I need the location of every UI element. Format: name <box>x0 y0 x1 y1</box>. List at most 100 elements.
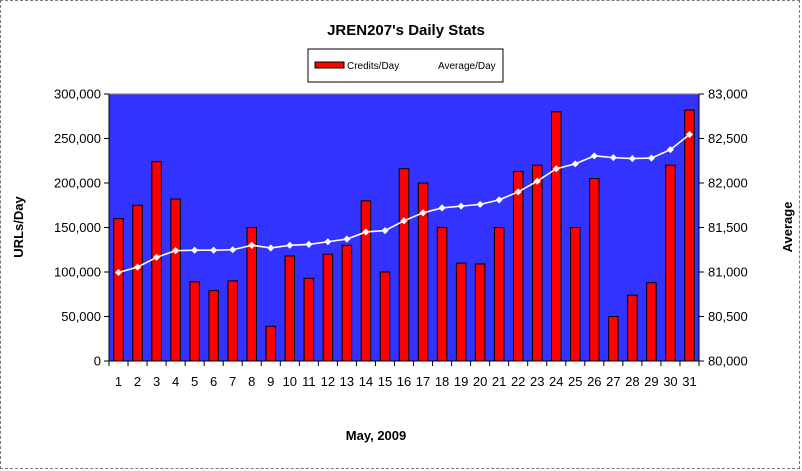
x-tick-label: 8 <box>248 374 255 389</box>
right-tick-label: 83,000 <box>708 87 748 102</box>
average-point-8 <box>248 241 256 249</box>
left-tick-label: 50,000 <box>61 309 101 324</box>
bar-credits-day-19 <box>455 262 467 362</box>
x-tick-label: 4 <box>172 374 179 389</box>
x-tick-label: 11 <box>302 374 316 389</box>
bar-credits-day-16 <box>398 168 410 362</box>
x-tick-label: 22 <box>511 374 525 389</box>
x-tick-label: 9 <box>267 374 274 389</box>
average-point-19 <box>457 202 465 210</box>
average-point-24 <box>552 165 560 173</box>
bar-credits-day-28 <box>627 294 638 362</box>
x-tick-label: 29 <box>644 374 658 389</box>
average-point-20 <box>476 200 484 208</box>
x-tick-label: 10 <box>283 374 297 389</box>
average-point-30 <box>666 146 674 154</box>
y2-axis-title: Average <box>780 202 795 253</box>
right-tick-label: 81,000 <box>708 265 748 280</box>
x-axis: 1 2 3 4 5 6 7 8 9 10 11 12 13 14 15 16 17 18 19 20 21 22 23 24 2… <box>108 360 700 389</box>
average-point-14 <box>362 228 370 236</box>
x-tick-label: 27 <box>606 374 620 389</box>
left-tick-label: 200,000 <box>54 176 101 191</box>
bar-credits-day-14 <box>360 200 372 362</box>
right-tick-label: 82,000 <box>708 176 748 191</box>
left-tick-label: 0 <box>94 354 101 369</box>
average-point-6 <box>210 246 218 254</box>
bar-credits-day-24 <box>551 111 562 362</box>
x-tick-label: 18 <box>435 374 449 389</box>
average-point-16 <box>400 217 408 225</box>
x-tick-label: 26 <box>587 374 601 389</box>
average-point-31 <box>685 130 694 139</box>
x-tick-label: 16 <box>397 374 411 389</box>
bar-credits-day-2 <box>132 204 143 362</box>
bar-credits-day-18 <box>436 227 448 362</box>
average-point-27 <box>609 154 617 162</box>
x-tick-label: 24 <box>549 374 563 389</box>
left-tick-label: 250,000 <box>54 131 101 146</box>
bar-credits-day-1 <box>113 218 124 362</box>
bar-credits-day-10 <box>284 255 296 362</box>
average-point-3 <box>153 253 161 261</box>
bar-credits-day-26 <box>589 178 600 362</box>
x-tick-label: 12 <box>321 374 335 389</box>
average-point-1 <box>114 268 123 276</box>
bar-credits-day-4 <box>170 198 181 362</box>
chart-title: JREN207's Daily Stats <box>327 22 485 39</box>
x-axis-title: May, 2009 <box>346 428 406 443</box>
bar-credits-day-13 <box>341 244 353 362</box>
x-tick-label: 3 <box>153 374 160 389</box>
x-tick-label: 23 <box>530 374 544 389</box>
average-line-group <box>114 130 694 276</box>
x-tick-label: 19 <box>454 374 468 389</box>
bar-credits-day-20 <box>474 263 486 362</box>
bar-credits-day-6 <box>208 290 219 362</box>
right-tick-label: 80,000 <box>708 354 748 369</box>
x-tick-label: 17 <box>416 374 430 389</box>
bar-credits-day-3 <box>151 161 162 362</box>
average-point-15 <box>381 227 389 235</box>
average-point-5 <box>191 246 199 254</box>
x-tick-label: 13 <box>340 374 354 389</box>
x-tick-label: 6 <box>210 374 217 389</box>
average-point-22 <box>514 188 522 196</box>
left-axis: 0 50,000 100,000 150,000 200,000 250,000 300,0… <box>54 87 110 369</box>
average-point-23 <box>533 177 541 185</box>
bar-credits-day-15 <box>379 271 391 362</box>
x-tick-label: 15 <box>378 374 392 389</box>
bar-credits-day-30 <box>665 164 676 362</box>
left-tick-label: 100,000 <box>54 265 101 280</box>
bar-credits-day-23 <box>531 164 543 362</box>
right-tick-label: 82,500 <box>708 131 748 146</box>
average-point-25 <box>571 160 579 168</box>
bar-credits-day-7 <box>227 280 238 362</box>
average-point-4 <box>172 247 180 255</box>
bar-credits-day-22 <box>512 170 524 362</box>
legend: Credits/Day Average/Day <box>307 48 504 83</box>
bar-credits-day-21 <box>493 227 505 362</box>
legend-swatch-credits <box>314 61 345 69</box>
x-tick-label: 31 <box>682 374 696 389</box>
bar-credits-day-29 <box>646 282 657 362</box>
left-tick-label: 150,000 <box>54 220 101 235</box>
legend-label-credits: Credits/Day <box>347 61 399 72</box>
x-tick-label: 25 <box>568 374 582 389</box>
right-tick-label: 80,500 <box>708 309 748 324</box>
right-tick-label: 81,500 <box>708 220 748 235</box>
x-tick-label: 1 <box>115 374 122 389</box>
average-point-9 <box>267 244 275 252</box>
x-tick-label: 2 <box>134 374 141 389</box>
x-tick-label: 7 <box>229 374 236 389</box>
average-point-26 <box>590 152 598 160</box>
average-point-17 <box>419 209 427 217</box>
x-tick-label: 28 <box>625 374 639 389</box>
x-tick-label: 30 <box>663 374 677 389</box>
bar-credits-day-25 <box>570 227 581 362</box>
bar-credits-day-9 <box>265 325 277 362</box>
average-point-28 <box>628 154 636 163</box>
average-point-29 <box>647 154 655 162</box>
bar-credits-day-11 <box>303 277 315 362</box>
average-point-2 <box>134 263 142 271</box>
